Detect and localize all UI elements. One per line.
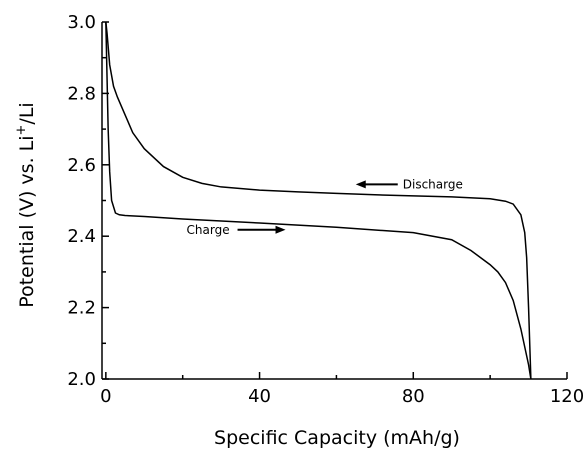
ticks: 2.0 2.2 2.4 2.6 2.8 3.0 0 40 80 120: [67, 12, 584, 407]
annotation-discharge: Discharge: [355, 177, 463, 191]
annotation-arrow-head: [355, 180, 366, 189]
y-tick-label: 3.0: [67, 12, 96, 33]
series-group: [105, 21, 532, 380]
series-line-discharge: [105, 21, 532, 380]
annotations: Discharge Charge: [187, 177, 463, 236]
x-tick-label: 120: [550, 386, 584, 407]
y-tick-label: 2.0: [67, 369, 96, 390]
x-axis-label: Specific Capacity (mAh/g): [214, 427, 460, 449]
y-axis-label-main: Potential (V) vs. Li: [16, 135, 38, 307]
annotation-charge: Charge: [187, 223, 286, 237]
plot-area: 2.0 2.2 2.4 2.6 2.8 3.0 0 40 80 120 Discharge Char…: [67, 12, 584, 407]
y-axis-label: Potential (V) vs. Li+/Li: [14, 102, 38, 307]
x-tick-label: 80: [402, 386, 425, 407]
x-tick-label: 0: [100, 386, 111, 407]
y-tick-label: 2.6: [67, 155, 96, 176]
annotation-arrow-head: [275, 225, 286, 234]
annotation-label: Charge: [187, 223, 230, 237]
y-tick-label: 2.2: [67, 298, 96, 319]
y-axis-label-suffix: /Li: [16, 102, 38, 124]
series-line-charge: [105, 21, 532, 380]
y-axis-label-superscript: +: [14, 125, 29, 136]
x-tick-label: 40: [248, 386, 271, 407]
annotation-label: Discharge: [403, 177, 463, 191]
y-tick-label: 2.8: [67, 83, 96, 104]
y-tick-label: 2.4: [67, 226, 96, 247]
